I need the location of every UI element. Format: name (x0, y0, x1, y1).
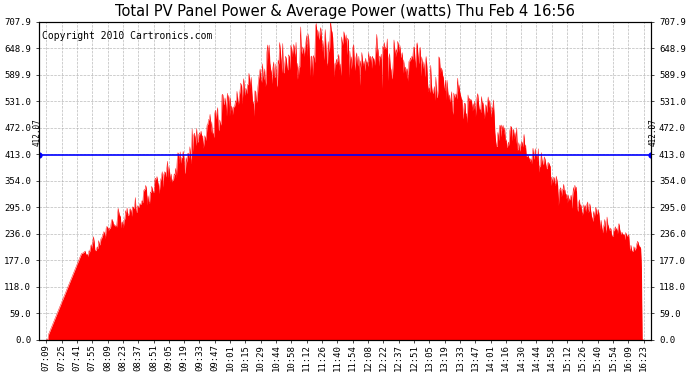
Title: Total PV Panel Power & Average Power (watts) Thu Feb 4 16:56: Total PV Panel Power & Average Power (wa… (115, 4, 575, 19)
Text: Copyright 2010 Cartronics.com: Copyright 2010 Cartronics.com (41, 31, 212, 41)
Text: 412.07: 412.07 (32, 118, 41, 146)
Text: 412.07: 412.07 (649, 118, 658, 146)
